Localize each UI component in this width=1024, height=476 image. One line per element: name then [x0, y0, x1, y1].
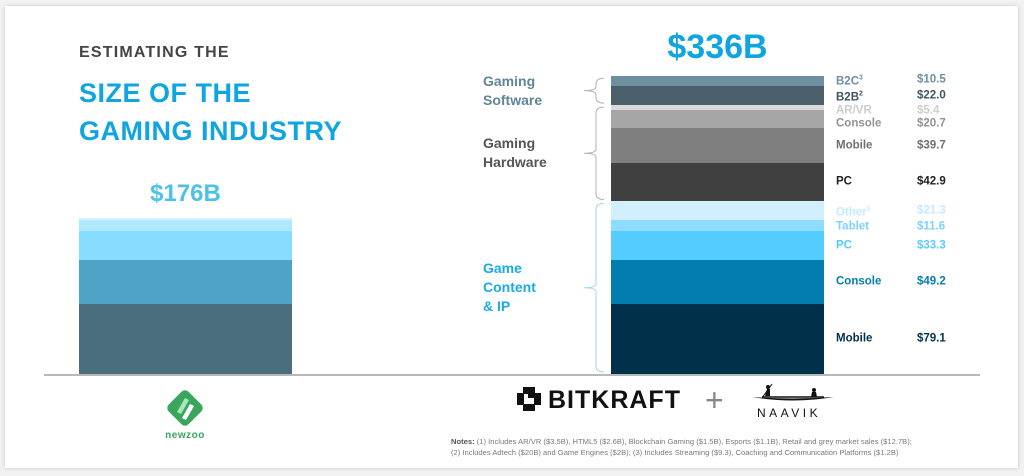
notes-label: Notes: [451, 437, 475, 446]
title-line-1: SIZE OF THE [79, 78, 252, 108]
group-label-gaming-software: Gaming Software [483, 72, 542, 110]
segment-value-ar-vr: $5.4 [917, 104, 940, 117]
baseline-divider [44, 374, 980, 376]
group-label-line: & IP [483, 298, 511, 315]
right-bar-segment-ar-vr [611, 105, 824, 110]
right-bar-segment-console [611, 260, 824, 304]
segment-value-mobile: $79.1 [917, 332, 946, 345]
segment-value-console: $49.2 [917, 275, 946, 288]
segment-label-b2b: B2B2 [836, 88, 863, 105]
naavik-wordmark: NAAVIK [757, 406, 822, 420]
footnote-text-1: (1) Includes AR/VR ($3.5B), HTML5 ($2.6B… [474, 437, 912, 446]
segment-label-text: Mobile [836, 139, 873, 152]
segment-label-mobile: Mobile [836, 332, 872, 345]
segment-label-console: Console [836, 276, 881, 289]
segment-label-pc: PC [836, 240, 852, 253]
segment-label-text: Other [836, 206, 867, 219]
left-bar-segment-console [79, 260, 292, 304]
right-bar-segment-b2c [611, 76, 824, 86]
right-total-label: $336B [667, 28, 768, 66]
bitkraft-logo-icon [517, 387, 541, 411]
segment-label-mobile-hw: Mobile [836, 139, 872, 152]
segment-label-text: Mobile [836, 332, 873, 345]
left-bar-segment-tablet [79, 220, 292, 231]
segment-label-text: B2C [836, 75, 860, 88]
segment-label-text: Tablet [836, 220, 870, 233]
segment-value-pc-hw: $42.9 [917, 175, 946, 188]
segment-label-text: Console [836, 275, 882, 288]
newzoo-logo-icon [167, 390, 203, 426]
brace-game-content-ip [583, 202, 605, 373]
segment-value-other: $21.3 [917, 204, 946, 217]
segment-value-b2c: $10.5 [917, 73, 946, 86]
right-bar-segment-mobile-hw [611, 128, 824, 164]
brace-gaming-hardware [583, 106, 605, 200]
group-label-line: Gaming [483, 72, 536, 89]
segment-value-console-hw: $20.7 [917, 117, 946, 130]
title-line-2: GAMING INDUSTRY [79, 116, 342, 146]
right-bar-segment-console-hw [611, 109, 824, 129]
bitkraft-wordmark: BITKRAFT [548, 386, 681, 414]
segment-label-ar-vr: AR/VR [836, 105, 872, 118]
plus-sign: + [705, 382, 724, 418]
footnote-marker: 3 [859, 74, 863, 82]
group-label-game-content-ip: Game Content & IP [483, 259, 536, 316]
segment-label-pc-hw: PC [836, 176, 852, 189]
segment-label-other: Other1 [836, 203, 871, 220]
naavik-boat-icon [752, 382, 834, 404]
right-bar-segment-other [611, 201, 824, 221]
segment-value-pc: $33.3 [917, 239, 946, 252]
group-label-line: Content [483, 279, 536, 296]
page-title: SIZE OF THE GAMING INDUSTRY [79, 74, 342, 150]
newzoo-logo [163, 386, 207, 430]
footnote-marker: 2 [859, 90, 863, 98]
group-label-line: Gaming [483, 135, 536, 152]
footnote-line-2: (2) Includes Adtech ($20B) and Game Engi… [451, 448, 899, 457]
segment-label-text: B2B [836, 91, 860, 104]
left-total-label: $176B [150, 180, 221, 207]
right-bar-segment-b2b [611, 85, 824, 106]
segment-label-tablet: Tablet [836, 221, 869, 234]
group-label-gaming-hardware: Gaming Hardware [483, 134, 547, 172]
left-bar-segment-mobile [79, 303, 292, 374]
segment-value-b2b: $22.0 [917, 89, 946, 102]
group-label-line: Hardware [483, 154, 547, 171]
footnote-line-1: Notes: (1) Includes AR/VR ($3.5B), HTML5… [451, 436, 912, 447]
left-bar-segment-other [79, 217, 292, 221]
segment-label-text: AR/VR [836, 104, 872, 117]
kicker-text: ESTIMATING THE [79, 44, 230, 61]
segment-label-text: Console [836, 117, 882, 130]
newzoo-wordmark: newzoo [165, 430, 205, 441]
segment-value-mobile-hw: $39.7 [917, 139, 946, 152]
right-bar-segment-pc [611, 230, 824, 261]
brace-gaming-software [583, 77, 605, 104]
segment-label-console-hw: Console [836, 118, 881, 131]
right-bar-segment-mobile [611, 303, 824, 374]
group-label-line: Software [483, 91, 543, 108]
right-bar-segment-tablet [611, 220, 824, 231]
footnote-marker: 1 [866, 205, 871, 213]
left-bar-segment-pc [79, 230, 292, 261]
segment-label-text: PC [836, 175, 852, 188]
segment-value-tablet: $11.6 [917, 220, 946, 233]
footnotes: Notes: (1) Includes AR/VR ($3.5B), HTML5… [451, 436, 912, 458]
group-label-line: Game [483, 260, 522, 277]
right-bar-segment-pc-hw [611, 163, 824, 202]
segment-label-b2c: B2C3 [836, 72, 863, 89]
segment-label-text: PC [836, 239, 852, 252]
